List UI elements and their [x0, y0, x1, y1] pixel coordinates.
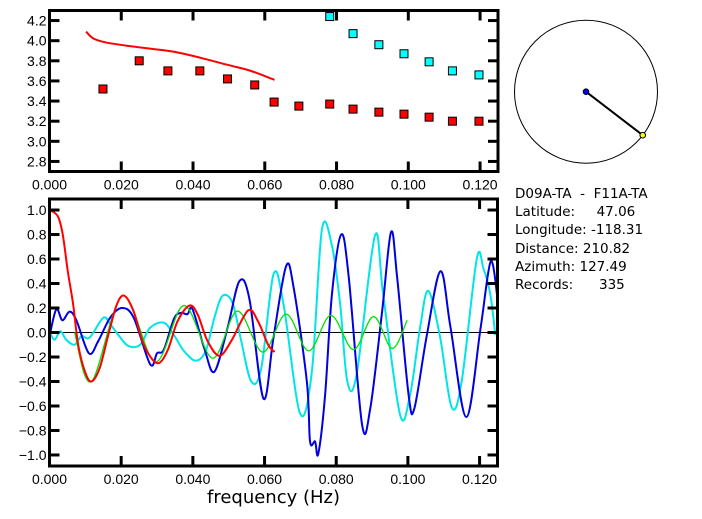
y-tick-label: 3.8 [27, 53, 47, 69]
station-info-panel: D09A-TA - F11A-TA Latitude: 47.06 Longitud… [515, 185, 648, 294]
x-tick-label: 0.080 [319, 471, 354, 487]
series-line-2 [85, 30, 275, 81]
y-tick-label: 0.4 [27, 276, 47, 292]
latitude-row: Latitude: 47.06 [515, 203, 648, 221]
y-tick-label: −0.2 [19, 349, 47, 365]
data-point [424, 57, 434, 67]
y-tick-label: 2.8 [27, 153, 47, 169]
y-tick-label: 3.6 [27, 73, 47, 89]
data-point [250, 80, 260, 90]
data-point [195, 66, 205, 76]
y-tick-label: 3.4 [27, 93, 47, 109]
azimuth-line [585, 90, 644, 137]
y-tick-label: −0.8 [19, 422, 47, 438]
dispersion-plot: 0.000 0.020 0.040 0.060 0.080 0.100 0.120 2.8 3.… [27, 9, 500, 193]
data-point [134, 56, 144, 66]
y-tick-label: 0.6 [27, 251, 47, 267]
correlation-plot: 0.000 0.020 0.040 0.060 0.080 0.100 0.120 −1.0 −… [19, 197, 499, 508]
x-tick-label: 0.020 [104, 177, 139, 193]
azimuth-row: Azimuth: 127.49 [515, 258, 648, 276]
plot-area [85, 12, 484, 126]
longitude-row: Longitude: -118.31 [515, 221, 648, 239]
latitude-label: Latitude: [515, 204, 576, 221]
x-tick-label: 0.020 [104, 471, 139, 487]
target-dot [639, 131, 647, 139]
data-point [447, 66, 457, 76]
y-tick-label: −0.4 [19, 373, 47, 389]
x-tick-label: 0.100 [390, 471, 425, 487]
records-value: 335 [598, 277, 625, 294]
data-point [399, 49, 409, 59]
data-point [269, 97, 279, 107]
data-point [374, 40, 384, 50]
y-tick-label: 3.0 [27, 133, 47, 149]
station-pair: D09A-TA - F11A-TA [515, 186, 648, 202]
data-point [447, 116, 457, 126]
records-row: Records: 335 [515, 276, 648, 294]
station-dot [582, 88, 590, 95]
data-point [399, 109, 409, 119]
data-point [325, 12, 335, 22]
latitude-value: 47.06 [596, 204, 636, 221]
data-point [348, 104, 358, 114]
x-tick-label: 0.040 [175, 471, 210, 487]
data-point [424, 112, 434, 122]
plot-frame [48, 9, 500, 173]
x-tick-label: 0.120 [462, 471, 497, 487]
y-tick-label: 4.0 [27, 33, 47, 49]
distance-row: Distance: 210.82 [515, 240, 648, 258]
y-tick-label: 0.8 [27, 227, 47, 243]
x-tick-label: 0.080 [319, 177, 354, 193]
x-tick-label: 0.060 [247, 177, 282, 193]
y-tick-label: 3.2 [27, 113, 47, 129]
x-axis-label: frequency (Hz) [207, 487, 340, 508]
x-tick-label: 0.000 [32, 471, 67, 487]
azimuth-value: 127.49 [579, 258, 627, 275]
azimuth-circle [514, 19, 658, 164]
plot-area [49, 209, 498, 457]
series-line-1 [49, 230, 498, 457]
distance-value: 210.82 [582, 240, 631, 257]
y-tick-label: 0.0 [27, 325, 47, 341]
y-tick-label: 0.2 [27, 300, 47, 316]
data-point [374, 107, 384, 117]
y-tick-label: 1.0 [27, 202, 47, 218]
x-tick-label: 0.060 [247, 471, 282, 487]
distance-label: Distance: [515, 240, 579, 257]
data-point [474, 70, 484, 80]
series-line-3 [49, 209, 276, 383]
x-tick-label: 0.120 [463, 177, 498, 193]
y-tick-label: 4.2 [27, 13, 47, 29]
longitude-label: Longitude: [515, 222, 587, 239]
records-label: Records: [515, 277, 574, 294]
x-tick-label: 0.000 [32, 177, 67, 193]
data-point [98, 84, 108, 94]
y-tick-label: −0.6 [19, 398, 47, 414]
x-tick-label: 0.040 [175, 177, 210, 193]
data-point [348, 29, 358, 39]
data-point [325, 99, 335, 109]
data-point [222, 74, 232, 84]
data-point [163, 66, 173, 76]
data-point [474, 116, 484, 126]
y-tick-label: −1.0 [19, 447, 47, 463]
longitude-value: -118.31 [591, 222, 644, 239]
azimuth-label: Azimuth: [515, 258, 576, 275]
azimuth-plot [514, 19, 658, 164]
x-tick-label: 0.100 [391, 177, 426, 193]
data-point [294, 101, 304, 111]
